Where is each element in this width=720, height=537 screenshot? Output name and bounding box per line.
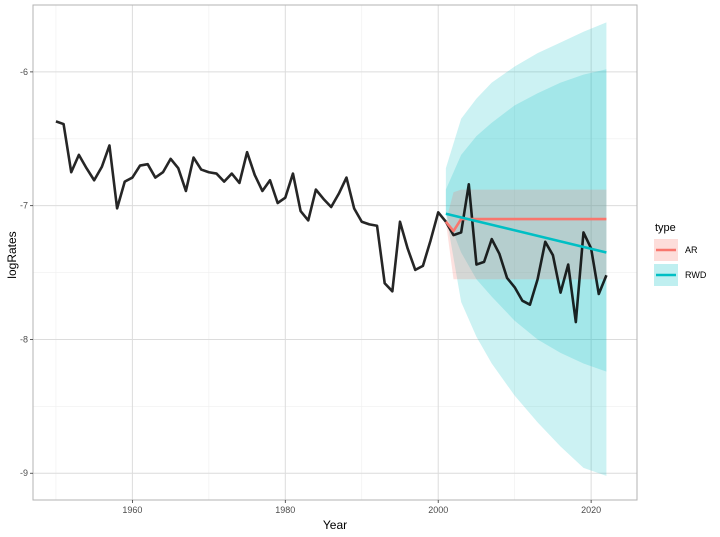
x-tick-label: 2000 xyxy=(428,505,448,515)
legend-label-rwd: RWD xyxy=(685,270,707,280)
x-tick-label: 2020 xyxy=(581,505,601,515)
y-tick-label: -8 xyxy=(20,334,28,344)
panel-border xyxy=(32,4,638,501)
forecast-line-ar xyxy=(444,217,607,233)
y-tick-label: -6 xyxy=(20,67,28,77)
y-tick-label: -7 xyxy=(20,201,28,211)
legend: type AR RWD xyxy=(654,222,707,286)
legend-title: type xyxy=(655,222,676,234)
y-tick-label: -9 xyxy=(20,468,28,478)
series-lines xyxy=(55,120,608,324)
observed-line xyxy=(55,120,608,324)
grid-lines xyxy=(33,5,637,500)
x-axis-title: Year xyxy=(323,518,347,532)
axis-ticks: 1960 1980 2000 2020 -9 -8 -7 -6 xyxy=(20,67,601,515)
band-rwd-outer xyxy=(445,22,607,476)
legend-label-ar: AR xyxy=(685,245,698,255)
forecast-line-rwd xyxy=(445,212,607,254)
band-rwd-inner xyxy=(445,69,607,372)
x-tick-label: 1980 xyxy=(275,505,295,515)
x-tick-label: 1960 xyxy=(122,505,142,515)
y-axis-title: logRates xyxy=(5,231,19,278)
